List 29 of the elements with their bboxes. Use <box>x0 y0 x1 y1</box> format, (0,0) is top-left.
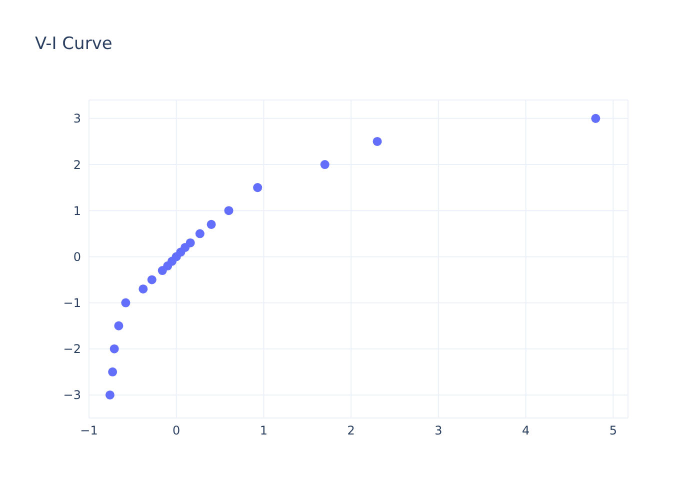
point <box>253 183 262 192</box>
y-tick-label: 3 <box>73 112 81 126</box>
y-tick-label: 2 <box>73 158 81 172</box>
point <box>372 136 382 146</box>
point <box>206 220 216 229</box>
point <box>591 114 600 123</box>
x-tick-label: 1 <box>260 424 268 438</box>
y-tick-label: 0 <box>73 250 81 264</box>
point <box>110 344 119 354</box>
point <box>105 390 114 400</box>
point <box>138 284 148 294</box>
y-tick-label: 1 <box>73 204 81 218</box>
chart-title: V-I Curve <box>35 34 112 54</box>
x-tick-label: 0 <box>172 424 180 438</box>
point <box>114 321 124 330</box>
point <box>224 206 234 216</box>
y-tick-label: −3 <box>63 388 81 402</box>
y-tick-label: −2 <box>63 342 81 356</box>
point <box>121 298 130 308</box>
y-tick-label: −1 <box>63 296 81 310</box>
x-tick-label: 4 <box>522 424 530 438</box>
point <box>320 160 330 170</box>
point <box>186 238 195 248</box>
x-tick-label: 3 <box>434 424 442 438</box>
point <box>147 275 156 284</box>
point <box>108 367 118 376</box>
x-tick-label: 5 <box>609 424 617 438</box>
point <box>195 229 204 238</box>
x-tick-label: 2 <box>347 424 355 438</box>
